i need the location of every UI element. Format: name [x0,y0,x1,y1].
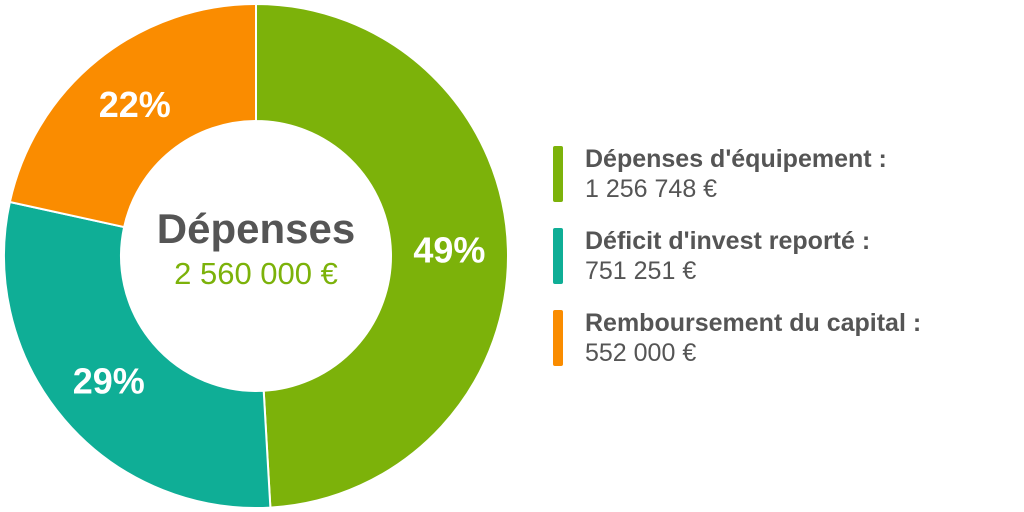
legend-item-equipement: Dépenses d'équipement : 1 256 748 € [553,144,1013,206]
legend-swatch-equipement [553,146,563,202]
slice-labels: 49% 29% 22% [73,84,486,401]
legend-label-remboursement: Remboursement du capital : [585,309,922,337]
legend-item-remboursement: Remboursement du capital : 552 000 € [553,308,1013,370]
legend-value-remboursement: 552 000 € [585,339,697,367]
center-total: 2 560 000 € [174,256,338,291]
center-title: Dépenses [157,205,355,252]
legend-label-equipement: Dépenses d'équipement : [585,145,887,173]
legend-swatch-deficit [553,228,563,284]
legend-value-deficit: 751 251 € [585,257,697,285]
slice-label-equipement: 49% [413,229,485,270]
slice-remboursement [8,2,257,229]
slice-equipement [255,2,510,509]
legend-value-equipement: 1 256 748 € [585,175,718,203]
legend-label-deficit: Déficit d'invest reporté : [585,227,871,255]
slice-label-deficit: 29% [73,361,145,402]
slice-deficit [3,200,272,509]
donut-chart: 49% 29% 22% Dépenses 2 560 000 € [3,2,510,509]
legend-item-deficit: Déficit d'invest reporté : 751 251 € [553,226,1013,288]
slice-label-remboursement: 22% [99,84,171,125]
donut-slices [3,2,510,509]
legend: Dépenses d'équipement : 1 256 748 € Défi… [553,144,1013,390]
legend-swatch-remboursement [553,310,563,366]
